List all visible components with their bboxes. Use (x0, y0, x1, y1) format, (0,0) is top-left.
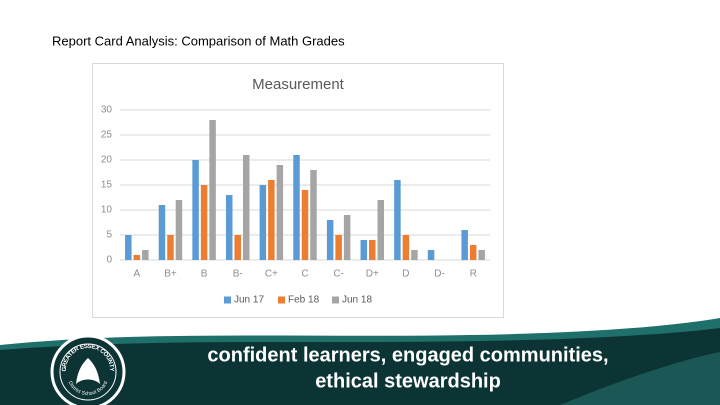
x-tick-label: B+ (164, 269, 177, 280)
bar (276, 165, 284, 260)
logo-emblem (76, 358, 100, 384)
logo-inner-ring (59, 343, 117, 401)
bar (133, 255, 141, 260)
chart-title: Measurement (252, 76, 345, 93)
bar (427, 250, 435, 260)
bar (167, 235, 174, 260)
plot: 0 5 10 15 20 25 30 A B+ B B- C+ C C- D+ D D- R Jun 17 Feb 1… (101, 105, 490, 306)
legend-swatch (332, 296, 339, 304)
bar (360, 240, 368, 260)
bar (175, 200, 183, 260)
y-tick-label: 20 (101, 155, 113, 166)
bar (335, 235, 342, 260)
footer-accent (560, 352, 720, 405)
y-tick-label: 0 (106, 255, 112, 266)
legend-swatch (224, 296, 231, 304)
x-tick-label: C+ (265, 269, 278, 280)
bar (242, 155, 250, 260)
y-tick-label: 15 (101, 180, 113, 191)
legend-swatch (278, 296, 285, 304)
bar (293, 155, 300, 260)
legend-label: Feb 18 (288, 295, 320, 306)
bar (461, 230, 468, 260)
bar (125, 235, 132, 260)
x-tick-label: A (133, 269, 140, 280)
bar (394, 180, 401, 260)
bar (192, 160, 199, 260)
footer: GREATER ESSEX COUNTY District School Boa… (0, 318, 720, 405)
slogan-line-2: ethical stewardship (315, 370, 501, 392)
bar (411, 250, 418, 260)
bar (343, 215, 351, 260)
y-tick-label: 5 (106, 230, 112, 241)
legend-label: Jun 17 (234, 295, 264, 306)
slogan-line-1: confident learners, engaged communities, (207, 344, 608, 366)
x-tick-label: D+ (366, 269, 379, 280)
x-tick-label: C (301, 269, 308, 280)
bar (268, 180, 275, 260)
bar (259, 185, 267, 260)
x-tick-label: D- (434, 269, 445, 280)
slide-title: Report Card Analysis: Comparison of Math… (52, 33, 345, 48)
bar (478, 250, 485, 260)
bar (310, 170, 317, 260)
bar (377, 200, 385, 260)
y-tick-label: 30 (101, 105, 113, 116)
x-tick-label: B- (233, 269, 243, 280)
footer-band (0, 328, 720, 405)
bar (369, 240, 376, 260)
bar (402, 235, 410, 260)
bar (301, 190, 309, 260)
bar (209, 120, 216, 260)
bar (158, 205, 166, 260)
legend-label: Jun 18 (342, 295, 372, 306)
x-tick-label: C- (333, 269, 344, 280)
bar (200, 185, 208, 260)
y-tick-label: 10 (101, 205, 113, 216)
x-tick-label: R (470, 269, 477, 280)
y-tick-label: 25 (101, 130, 113, 141)
bar (142, 250, 149, 260)
x-tick-label: B (201, 269, 208, 280)
bar (326, 220, 334, 260)
x-tick-label: D (402, 269, 409, 280)
bar (234, 235, 241, 260)
bar (469, 245, 477, 260)
bar (225, 195, 233, 260)
